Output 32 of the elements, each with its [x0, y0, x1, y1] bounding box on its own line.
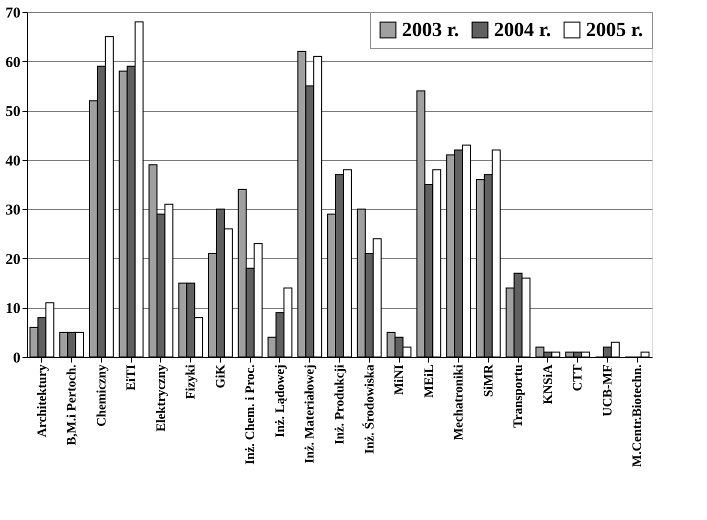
x-tick-label: MiNI	[391, 364, 406, 395]
x-tick-label: Elektryczny	[152, 364, 168, 432]
y-tick-label: 70	[6, 6, 20, 22]
x-tick-label: Inż. Produkcji	[332, 364, 346, 444]
x-tick-label: MEiL	[420, 364, 436, 398]
x-tick-label: Fizyki	[182, 364, 198, 400]
x-tick-label: Inż. Lądowej	[272, 364, 287, 438]
y-tick-label: 20	[6, 252, 20, 268]
x-tick-label: M.Centr.Biotechn.	[629, 364, 644, 467]
x-tick-label: UCB-MF	[599, 364, 614, 416]
x-tick-label: Architektury	[34, 364, 49, 438]
y-tick-label: 30	[6, 202, 20, 219]
x-tick-label: Inż. Chem. i Proc.	[242, 364, 258, 465]
y-tick-label: 40	[6, 153, 20, 170]
x-tick-label: EiTI	[123, 364, 138, 391]
y-tick-label: 10	[6, 301, 20, 318]
y-tick-label: 60	[6, 54, 20, 71]
legend-label: 2003 r.	[402, 19, 460, 41]
x-tick-label: Mechatroniki	[450, 364, 466, 440]
y-tick-label: 0	[13, 350, 20, 366]
x-tick-label: Transportu	[510, 364, 526, 428]
x-tick-label: CTT	[570, 364, 585, 392]
x-tick-label: Inż. Środowiska	[361, 364, 376, 454]
x-tick-label: SiMR	[480, 364, 496, 397]
y-tick-label: 50	[6, 104, 20, 120]
x-tick-label: Chemiczny	[93, 364, 108, 427]
x-tick-label: GiK	[212, 364, 228, 388]
legend-label: 2004 r.	[494, 19, 552, 41]
legend-label: 2005 r.	[586, 19, 644, 41]
x-tick-label: B,M.i Pertoch.	[64, 364, 79, 446]
x-tick-label: Inż. Materiałowej	[302, 364, 317, 464]
x-tick-label: KNSiA	[540, 364, 555, 404]
